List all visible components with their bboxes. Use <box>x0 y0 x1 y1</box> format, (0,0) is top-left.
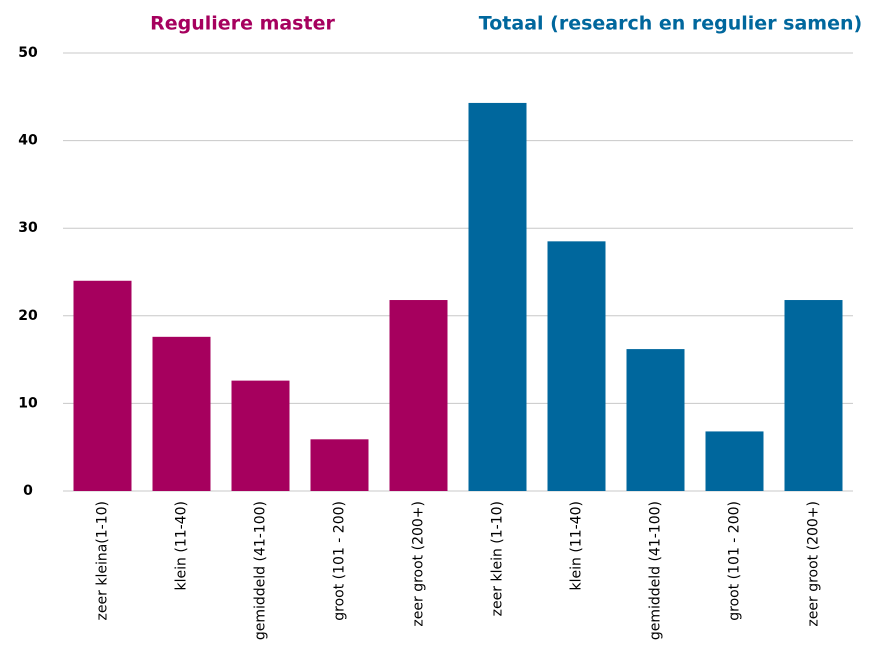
x-tick-label: groot (101 - 200) <box>727 501 743 621</box>
x-tick-label: zeer klein (1-10) <box>490 501 506 616</box>
x-tick-label: klein (11-40) <box>569 501 585 590</box>
x-tick-label: gemiddeld (41-100) <box>253 501 269 640</box>
y-tick-label: 10 <box>18 395 38 411</box>
x-tick-label: klein (11-40) <box>174 501 190 590</box>
bar <box>389 300 448 491</box>
legend-label: Totaal (research en regulier samen) <box>479 13 862 35</box>
legend-label: Reguliere master <box>150 13 335 35</box>
x-tick-label: gemiddeld (41-100) <box>648 501 664 640</box>
bar <box>468 102 527 491</box>
y-tick-label: 50 <box>18 45 38 61</box>
x-tick-label: zeer groot (200+) <box>806 501 822 627</box>
y-tick-label: 40 <box>18 133 38 149</box>
y-tick-label: 30 <box>18 220 38 236</box>
x-tick-label: zeer groot (200+) <box>411 501 427 627</box>
bar <box>547 241 606 491</box>
bar <box>705 431 764 491</box>
bar <box>73 280 132 491</box>
x-tick-label: zeer kleina(1-10) <box>95 501 111 620</box>
bar <box>784 300 843 491</box>
bar <box>626 349 685 491</box>
y-tick-label: 20 <box>18 308 38 324</box>
bar <box>310 439 369 491</box>
y-tick-label: 0 <box>23 483 33 499</box>
bar <box>231 380 290 491</box>
bar <box>152 336 211 491</box>
x-tick-label: groot (101 - 200) <box>332 501 348 621</box>
